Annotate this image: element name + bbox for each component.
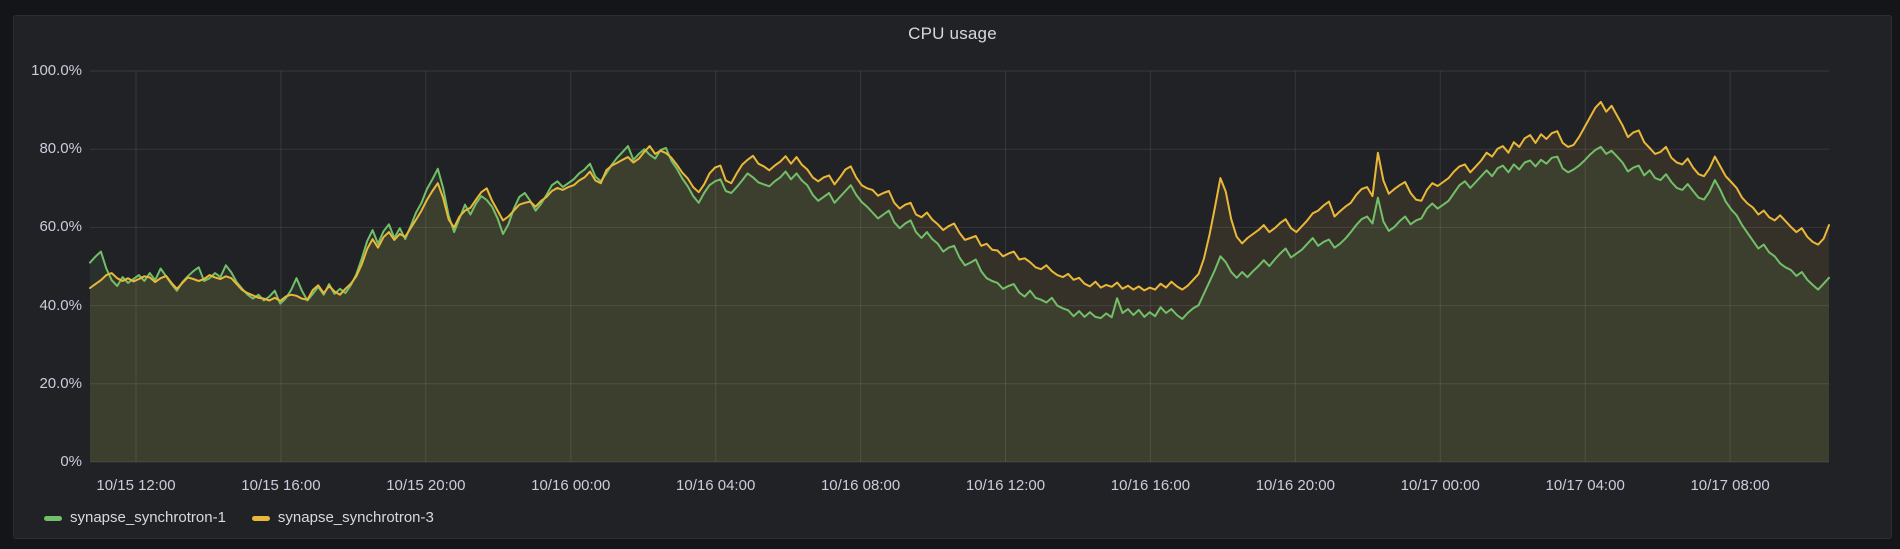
legend-label: synapse_synchrotron-1 <box>70 509 226 526</box>
x-axis-tick-label: 10/17 04:00 <box>1545 477 1625 494</box>
legend-item-synchrotron-3[interactable]: synapse_synchrotron-3 <box>251 508 434 528</box>
series-fill-synapse_synchrotron-3 <box>90 101 1829 463</box>
cpu-usage-panel: CPU usage <box>13 15 1892 539</box>
y-axis-tick-label: 40.0% <box>39 296 82 314</box>
series-line-synapse_synchrotron-3 <box>89 100 1830 302</box>
series-line-synapse_synchrotron-1 <box>89 145 1830 320</box>
y-axis-tick-label: 20.0% <box>39 374 82 392</box>
x-axis-tick-label: 10/17 00:00 <box>1400 477 1480 494</box>
series-lines <box>89 100 1830 320</box>
x-axis-tick-label: 10/16 16:00 <box>1110 477 1191 494</box>
x-axis-tick-label: 10/15 16:00 <box>241 477 321 494</box>
series-fill-synapse_synchrotron-1 <box>90 146 1829 462</box>
legend-item-synchrotron-1[interactable]: synapse_synchrotron-1 <box>44 508 226 528</box>
grid-lines <box>90 70 1829 463</box>
series-color-swatch <box>44 515 62 521</box>
x-axis-tick-label: 10/15 12:00 <box>96 477 176 494</box>
panel-title[interactable]: CPU usage <box>908 24 997 43</box>
x-axis-tick-label: 10/16 08:00 <box>820 477 901 494</box>
y-axis-tick-label: 80.0% <box>39 140 82 158</box>
series-fills <box>90 101 1829 463</box>
x-axis-tick-label: 10/16 00:00 <box>531 477 611 494</box>
x-axis-tick-label: 10/17 08:00 <box>1690 477 1770 494</box>
y-axis-tick-label: 60.0% <box>39 218 82 236</box>
y-axis-tick-label: 0% <box>60 453 82 470</box>
legend: synapse_synchrotron-1 synapse_synchrotro… <box>44 508 434 528</box>
series-color-swatch <box>251 515 270 521</box>
legend-label: synapse_synchrotron-3 <box>277 509 434 526</box>
x-axis-tick-label: 10/16 04:00 <box>676 477 756 494</box>
x-axis-tick-label: 10/16 12:00 <box>965 477 1046 494</box>
y-axis-tick-label: 100.0% <box>31 62 82 79</box>
x-axis-tick-label: 10/15 20:00 <box>386 477 466 494</box>
x-axis-tick-label: 10/16 20:00 <box>1255 477 1335 494</box>
